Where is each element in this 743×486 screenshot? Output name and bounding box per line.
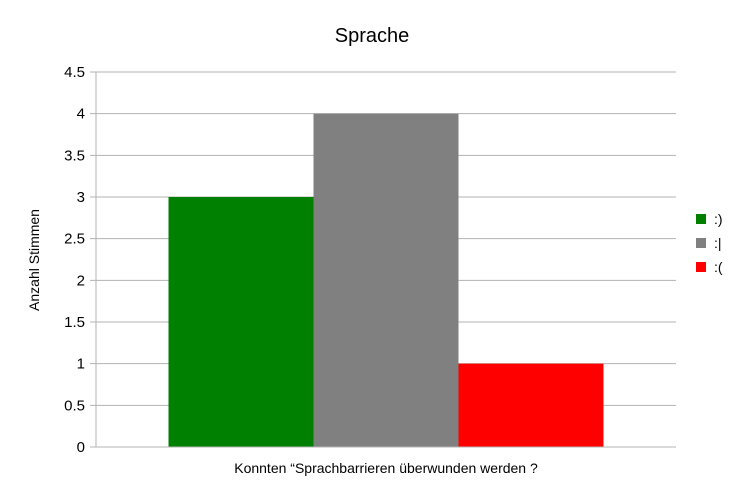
bar-series-1 (168, 197, 314, 447)
y-tick-label: 4.5 (64, 64, 85, 81)
legend-swatch (696, 262, 706, 272)
legend-label: :| (714, 235, 722, 251)
legend: :) :| :( (696, 211, 723, 275)
y-axis-ticks: 0 0.5 1 1.5 2 2.5 3 3.5 4 4.5 (64, 64, 85, 456)
y-tick-label: 0 (77, 439, 85, 456)
bar-series-2 (313, 113, 459, 448)
chart-title: Sprache (335, 25, 410, 47)
legend-label: :) (714, 211, 723, 227)
y-tick-label: 2 (77, 272, 85, 289)
y-axis-label: Anzahl Stimmen (26, 209, 42, 311)
y-tick-label: 1 (77, 356, 85, 373)
y-tick-label: 1.5 (64, 314, 85, 331)
y-tick-label: 3 (77, 189, 85, 206)
legend-swatch (696, 238, 706, 248)
y-tick-label: 2.5 (64, 231, 85, 248)
x-axis-label: Konnten “Sprachbarrieren überwunden werd… (234, 460, 538, 476)
bar-series-3 (458, 363, 604, 447)
y-tick-label: 3.5 (64, 147, 85, 164)
y-tick-label: 0.5 (64, 397, 85, 414)
bars (168, 113, 604, 448)
y-tick-label: 4 (77, 106, 85, 123)
legend-label: :( (714, 259, 723, 275)
legend-swatch (696, 214, 706, 224)
